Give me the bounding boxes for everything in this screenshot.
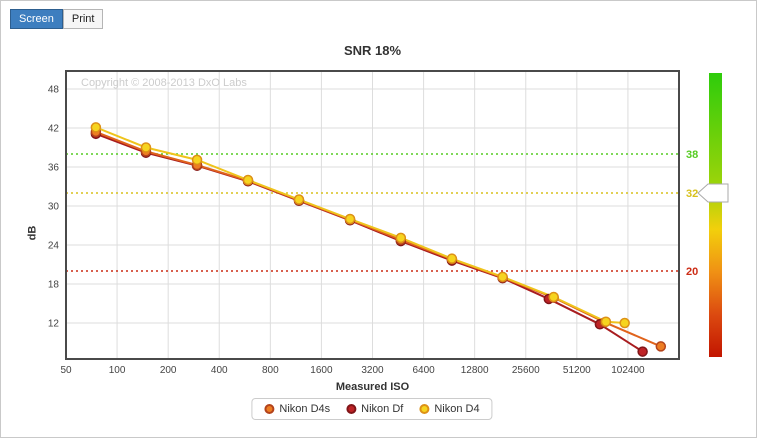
series-line-nikon-d4s bbox=[95, 130, 662, 348]
data-point bbox=[242, 174, 254, 186]
y-axis-label: dB bbox=[26, 225, 39, 241]
legend: Nikon D4s Nikon Df Nikon D4 bbox=[251, 398, 493, 420]
threshold-value-label: 32 bbox=[686, 188, 698, 200]
copyright-watermark: Copyright © 2008-2013 DxO Labs bbox=[81, 77, 247, 89]
legend-item-nikon-d4s[interactable]: Nikon D4s bbox=[264, 403, 330, 415]
series-marker-nikon-d4 bbox=[419, 404, 430, 414]
x-tick-label: 51200 bbox=[563, 365, 591, 376]
data-point bbox=[548, 291, 559, 303]
data-point bbox=[344, 213, 356, 225]
data-point bbox=[293, 194, 305, 205]
data-point bbox=[497, 271, 508, 283]
y-tick-label: 12 bbox=[48, 319, 60, 330]
y-tick-label: 24 bbox=[48, 241, 60, 252]
chart-title: SNR 18% bbox=[343, 43, 402, 58]
series-marker-nikon-d4s bbox=[264, 404, 275, 414]
x-tick-label: 1600 bbox=[310, 365, 333, 376]
series-marker-nikon-df bbox=[346, 404, 357, 414]
plot-border bbox=[65, 70, 680, 360]
x-tick-label: 400 bbox=[211, 365, 228, 376]
tab-print[interactable]: Print bbox=[62, 9, 104, 29]
data-point bbox=[90, 122, 102, 133]
threshold-value-label: 38 bbox=[686, 149, 698, 161]
x-tick-label: 25600 bbox=[512, 365, 540, 376]
x-axis-label: Measured ISO bbox=[335, 381, 410, 393]
legend-label: Nikon Df bbox=[361, 403, 404, 415]
data-point bbox=[140, 142, 152, 153]
x-tick-label: 3200 bbox=[361, 365, 384, 376]
y-tick-label: 36 bbox=[48, 163, 60, 174]
y-tick-label: 30 bbox=[48, 202, 60, 213]
data-point bbox=[191, 154, 203, 166]
data-point bbox=[446, 253, 458, 264]
threshold-value-label: 20 bbox=[686, 266, 698, 278]
data-point bbox=[600, 316, 612, 327]
threshold-slider[interactable] bbox=[697, 183, 729, 203]
legend-item-nikon-d4[interactable]: Nikon D4 bbox=[419, 403, 480, 415]
y-tick-label: 18 bbox=[48, 280, 60, 291]
x-tick-label: 102400 bbox=[611, 365, 645, 376]
data-point bbox=[395, 232, 407, 244]
x-tick-label: 200 bbox=[160, 365, 177, 376]
y-tick-label: 42 bbox=[48, 124, 60, 135]
x-tick-label: 800 bbox=[262, 365, 279, 376]
data-point bbox=[619, 317, 630, 329]
data-point bbox=[637, 346, 648, 357]
y-tick-label: 48 bbox=[48, 85, 60, 96]
series-line-nikon-d4 bbox=[95, 126, 625, 324]
tab-screen[interactable]: Screen bbox=[10, 9, 63, 29]
x-tick-label: 50 bbox=[60, 365, 72, 376]
view-tabs: Screen Print bbox=[10, 9, 104, 29]
legend-label: Nikon D4 bbox=[434, 403, 480, 415]
legend-item-nikon-df[interactable]: Nikon Df bbox=[346, 403, 403, 415]
data-point bbox=[655, 341, 667, 352]
legend-label: Nikon D4s bbox=[279, 403, 331, 415]
x-tick-label: 12800 bbox=[461, 365, 489, 376]
x-tick-label: 6400 bbox=[412, 365, 435, 376]
quality-gradient-bar bbox=[709, 73, 722, 357]
x-tick-label: 100 bbox=[109, 365, 126, 376]
